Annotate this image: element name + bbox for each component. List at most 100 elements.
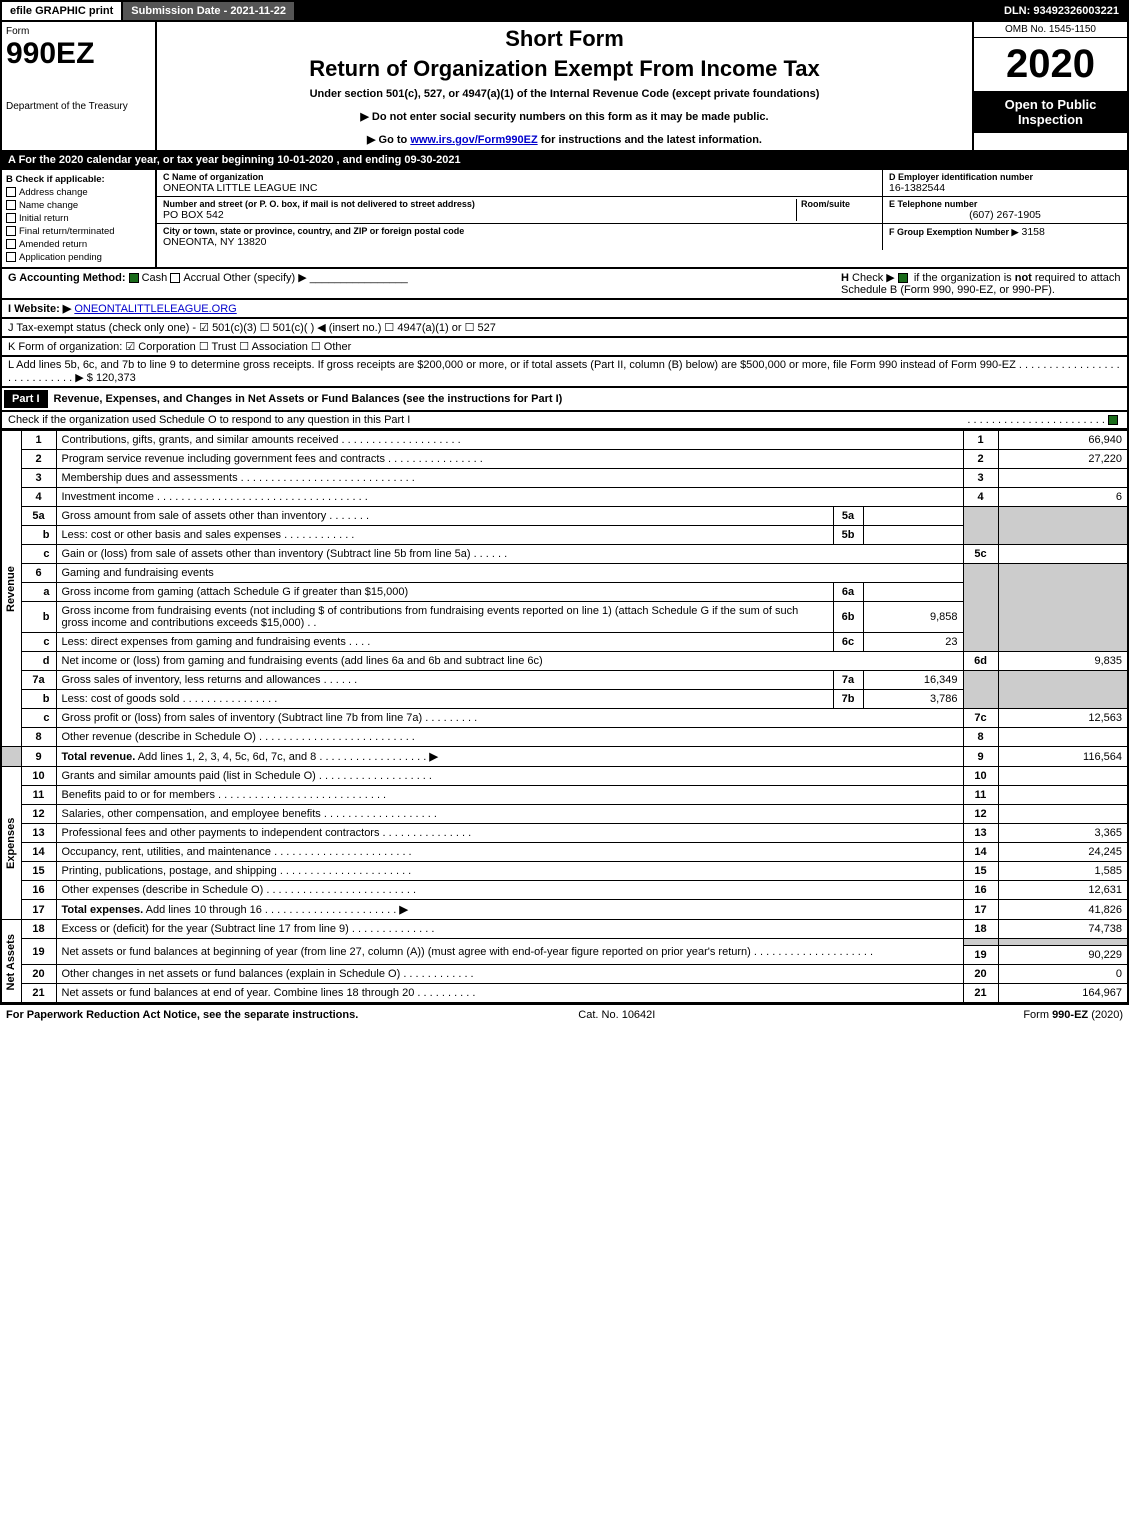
sections-g-h: G Accounting Method: Cash Accrual Other … bbox=[0, 269, 1129, 300]
top-bar: efile GRAPHIC print Submission Date - 20… bbox=[0, 0, 1129, 22]
line-6-desc: Gaming and fundraising events bbox=[56, 564, 963, 583]
revenue-sidebar: Revenue bbox=[1, 431, 21, 747]
line-6d-desc: Net income or (loss) from gaming and fun… bbox=[56, 652, 963, 671]
line-2-val: 27,220 bbox=[998, 450, 1128, 469]
omb-number: OMB No. 1545-1150 bbox=[974, 22, 1127, 38]
line-14-desc: Occupancy, rent, utilities, and maintena… bbox=[62, 846, 272, 858]
ein-value: 16-1382544 bbox=[889, 182, 1121, 194]
part-i-check: Check if the organization used Schedule … bbox=[0, 412, 1129, 430]
city-label: City or town, state or province, country… bbox=[163, 226, 876, 236]
line-1-val: 66,940 bbox=[998, 431, 1128, 450]
cb-name[interactable]: Name change bbox=[6, 200, 151, 211]
line-21-desc: Net assets or fund balances at end of ye… bbox=[62, 987, 415, 999]
line-5a-desc: Gross amount from sale of assets other t… bbox=[62, 510, 327, 522]
phone-value: (607) 267-1905 bbox=[889, 209, 1121, 221]
footer-right: Form 990-EZ (2020) bbox=[1023, 1009, 1123, 1021]
line-20-desc: Other changes in net assets or fund bala… bbox=[62, 968, 401, 980]
cb-final[interactable]: Final return/terminated bbox=[6, 226, 151, 237]
line-4-val: 6 bbox=[998, 488, 1128, 507]
header-center: Short Form Return of Organization Exempt… bbox=[157, 22, 972, 150]
line-10-desc: Grants and similar amounts paid (list in… bbox=[62, 770, 316, 782]
no-ssn-note: ▶ Do not enter social security numbers o… bbox=[165, 110, 964, 123]
line-5c-desc: Gain or (loss) from sale of assets other… bbox=[62, 548, 471, 560]
d-label: D Employer identification number bbox=[889, 172, 1121, 182]
line-6d-val: 9,835 bbox=[998, 652, 1128, 671]
line-19-desc: Net assets or fund balances at beginning… bbox=[62, 946, 751, 958]
line-8-val bbox=[998, 728, 1128, 747]
section-l: L Add lines 5b, 6c, and 7b to line 9 to … bbox=[0, 357, 1129, 388]
submission-date: Submission Date - 2021-11-22 bbox=[121, 2, 296, 20]
line-20-val: 0 bbox=[998, 965, 1128, 984]
line-16-val: 12,631 bbox=[998, 881, 1128, 900]
section-b-block: B Check if applicable: Address change Na… bbox=[0, 170, 1129, 269]
netassets-sidebar: Net Assets bbox=[1, 920, 21, 1004]
line-3-desc: Membership dues and assessments bbox=[62, 472, 238, 484]
cb-schedule-b[interactable] bbox=[898, 273, 908, 283]
return-title: Return of Organization Exempt From Incom… bbox=[165, 56, 964, 82]
irs-link[interactable]: www.irs.gov/Form990EZ bbox=[410, 134, 537, 146]
line-7c-desc: Gross profit or (loss) from sales of inv… bbox=[62, 712, 423, 724]
short-form-title: Short Form bbox=[165, 26, 964, 52]
part-i-title: Revenue, Expenses, and Changes in Net As… bbox=[54, 393, 563, 405]
header-left: Form 990EZ Department of the Treasury bbox=[2, 22, 157, 150]
line-18-desc: Excess or (deficit) for the year (Subtra… bbox=[62, 923, 349, 935]
line-10-val bbox=[998, 767, 1128, 786]
cb-amended[interactable]: Amended return bbox=[6, 239, 151, 250]
line-16-desc: Other expenses (describe in Schedule O) bbox=[62, 884, 264, 896]
line-6a-val bbox=[863, 583, 963, 602]
tax-year: 2020 bbox=[974, 38, 1127, 91]
line-12-val bbox=[998, 805, 1128, 824]
lines-table: Revenue 1 Contributions, gifts, grants, … bbox=[0, 430, 1129, 1004]
line-14-val: 24,245 bbox=[998, 843, 1128, 862]
line-15-val: 1,585 bbox=[998, 862, 1128, 881]
f-label: F Group Exemption Number ▶ bbox=[889, 227, 1018, 237]
line-7a-val: 16,349 bbox=[863, 671, 963, 690]
form-number: 990EZ bbox=[6, 37, 151, 71]
open-to-public: Open to Public Inspection bbox=[974, 91, 1127, 133]
page-footer: For Paperwork Reduction Act Notice, see … bbox=[0, 1004, 1129, 1025]
cb-address[interactable]: Address change bbox=[6, 187, 151, 198]
city-value: ONEONTA, NY 13820 bbox=[163, 236, 876, 248]
line-11-desc: Benefits paid to or for members bbox=[62, 789, 215, 801]
line-6a-desc: Gross income from gaming (attach Schedul… bbox=[62, 586, 409, 598]
header-right: OMB No. 1545-1150 2020 Open to Public In… bbox=[972, 22, 1127, 150]
cb-initial[interactable]: Initial return bbox=[6, 213, 151, 224]
efile-label[interactable]: efile GRAPHIC print bbox=[2, 2, 121, 20]
line-6b-val: 9,858 bbox=[863, 602, 963, 633]
line-21-val: 164,967 bbox=[998, 984, 1128, 1004]
line-7b-val: 3,786 bbox=[863, 690, 963, 709]
line-8-desc: Other revenue (describe in Schedule O) bbox=[62, 731, 256, 743]
line-12-desc: Salaries, other compensation, and employ… bbox=[62, 808, 321, 820]
section-g: G Accounting Method: Cash Accrual Other … bbox=[8, 271, 408, 296]
dln-label: DLN: 93492326003221 bbox=[996, 2, 1127, 20]
line-19-val: 90,229 bbox=[998, 946, 1128, 965]
group-exemption: 3158 bbox=[1022, 226, 1045, 238]
section-k: K Form of organization: ☑ Corporation ☐ … bbox=[0, 338, 1129, 357]
street-label: Number and street (or P. O. box, if mail… bbox=[163, 199, 796, 209]
form-word: Form bbox=[6, 26, 151, 37]
section-j: J Tax-exempt status (check only one) - ☑… bbox=[0, 319, 1129, 338]
form-header: Form 990EZ Department of the Treasury Sh… bbox=[0, 22, 1129, 152]
cb-cash[interactable] bbox=[129, 273, 139, 283]
e-label: E Telephone number bbox=[889, 199, 1121, 209]
footer-center: Cat. No. 10642I bbox=[578, 1009, 655, 1021]
line-6c-val: 23 bbox=[863, 633, 963, 652]
line-6b-desc: Gross income from fundraising events (no… bbox=[62, 605, 799, 629]
line-7a-desc: Gross sales of inventory, less returns a… bbox=[62, 674, 321, 686]
cb-accrual[interactable] bbox=[170, 273, 180, 283]
line-17-val: 41,826 bbox=[998, 900, 1128, 920]
cb-schedule-o[interactable] bbox=[1108, 415, 1118, 425]
section-a-tax-year: A For the 2020 calendar year, or tax yea… bbox=[0, 152, 1129, 170]
org-info-block: C Name of organization ONEONTA LITTLE LE… bbox=[157, 170, 1127, 267]
line-11-val bbox=[998, 786, 1128, 805]
line-7b-desc: Less: cost of goods sold bbox=[62, 693, 180, 705]
line-5c-val bbox=[998, 545, 1128, 564]
website-link[interactable]: ONEONTALITTLELEAGUE.ORG bbox=[74, 303, 236, 315]
gross-receipts: ▶ $ 120,373 bbox=[75, 372, 135, 384]
line-2-desc: Program service revenue including govern… bbox=[62, 453, 385, 465]
room-label: Room/suite bbox=[801, 199, 876, 209]
line-6c-desc: Less: direct expenses from gaming and fu… bbox=[62, 636, 346, 648]
line-5b-desc: Less: cost or other basis and sales expe… bbox=[62, 529, 282, 541]
cb-pending[interactable]: Application pending bbox=[6, 252, 151, 263]
line-13-val: 3,365 bbox=[998, 824, 1128, 843]
